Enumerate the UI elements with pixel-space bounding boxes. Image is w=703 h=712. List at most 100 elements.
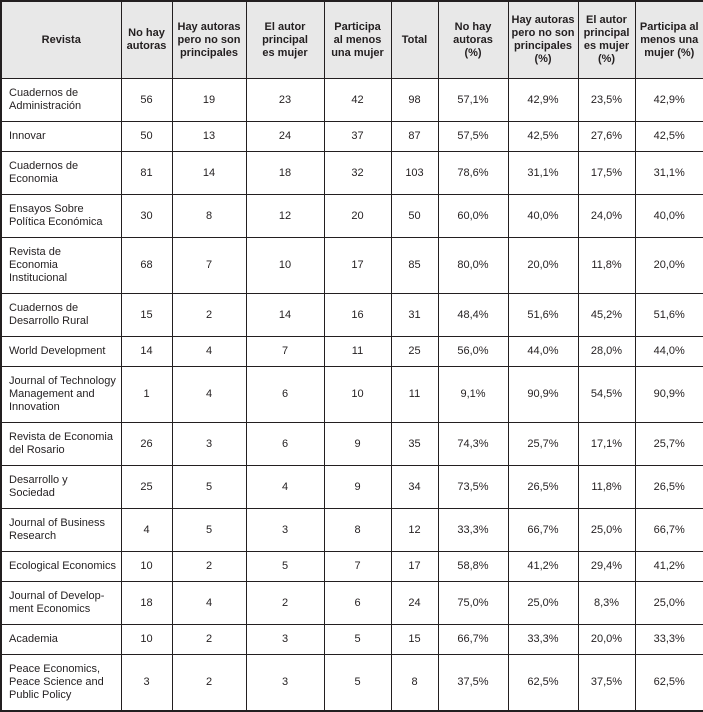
table-row: Peace Economics, Peace Science and Publi…	[0, 654, 703, 712]
value-cell: 50	[390, 194, 439, 238]
value-cell: 57,5%	[437, 121, 509, 152]
value-cell: 25	[120, 465, 173, 509]
header-cell: Participa al menos una mujer (%)	[634, 0, 703, 79]
revista-cell: World Development	[0, 336, 122, 367]
value-cell: 19	[171, 78, 247, 122]
revista-cell: Journal of Develop- ment Economics	[0, 581, 122, 625]
value-cell: 7	[245, 336, 325, 367]
revista-cell: Revista de Economia del Rosario	[0, 422, 122, 466]
table-row: Cuadernos de Economia 81 14 18 32 103 78,6% 31,…	[0, 151, 703, 195]
value-cell: 28,0%	[577, 336, 636, 367]
value-cell: 48,4%	[437, 293, 509, 337]
value-cell: 10	[323, 366, 392, 423]
value-cell: 16	[323, 293, 392, 337]
value-cell: 35	[390, 422, 439, 466]
value-cell: 11	[323, 336, 392, 367]
value-cell: 17,5%	[577, 151, 636, 195]
value-cell: 42,5%	[507, 121, 579, 152]
revista-cell: Innovar	[0, 121, 122, 152]
value-cell: 31,1%	[507, 151, 579, 195]
value-cell: 14	[120, 336, 173, 367]
value-cell: 5	[171, 465, 247, 509]
header-cell: No hay autoras	[120, 0, 173, 79]
value-cell: 32	[323, 151, 392, 195]
value-cell: 8	[390, 654, 439, 712]
value-cell: 103	[390, 151, 439, 195]
value-cell: 17	[323, 237, 392, 294]
table-row: World Development 14 4 7 11 25 56,0% 44,0% 28,0%…	[0, 336, 703, 367]
value-cell: 10	[245, 237, 325, 294]
table-row: Revista de Economia del Rosario 26 3 6 9 35 74…	[0, 422, 703, 466]
table-row: Revista de Economia Institucional 68 7 10 17…	[0, 237, 703, 294]
value-cell: 90,9%	[634, 366, 703, 423]
value-cell: 66,7%	[634, 508, 703, 552]
value-cell: 44,0%	[507, 336, 579, 367]
value-cell: 30	[120, 194, 173, 238]
table-row: Cuadernos de Desarrollo Rural 15 2 14 16 31 48…	[0, 293, 703, 337]
value-cell: 7	[171, 237, 247, 294]
value-cell: 25,0%	[507, 581, 579, 625]
value-cell: 25	[390, 336, 439, 367]
value-cell: 2	[171, 551, 247, 582]
value-cell: 15	[120, 293, 173, 337]
value-cell: 3	[245, 654, 325, 712]
value-cell: 31,1%	[634, 151, 703, 195]
value-cell: 1	[120, 366, 173, 423]
revista-cell: Cuadernos de Economia	[0, 151, 122, 195]
revista-cell: Ensayos Sobre Política Económica	[0, 194, 122, 238]
value-cell: 20	[323, 194, 392, 238]
value-cell: 42	[323, 78, 392, 122]
value-cell: 58,8%	[437, 551, 509, 582]
value-cell: 4	[171, 336, 247, 367]
value-cell: 42,9%	[507, 78, 579, 122]
value-cell: 17	[390, 551, 439, 582]
value-cell: 66,7%	[507, 508, 579, 552]
value-cell: 9	[323, 422, 392, 466]
value-cell: 68	[120, 237, 173, 294]
value-cell: 9,1%	[437, 366, 509, 423]
table-row: Ecological Economics 10 2 5 7 17 58,8% 41,2% 29,…	[0, 551, 703, 582]
value-cell: 54,5%	[577, 366, 636, 423]
value-cell: 10	[120, 624, 173, 655]
value-cell: 3	[245, 624, 325, 655]
value-cell: 66,7%	[437, 624, 509, 655]
value-cell: 20,0%	[634, 237, 703, 294]
value-cell: 26,5%	[507, 465, 579, 509]
header-cell: Hay autoras pero no son principales	[171, 0, 247, 79]
value-cell: 3	[120, 654, 173, 712]
revista-cell: Peace Economics, Peace Science and Publi…	[0, 654, 122, 712]
table-row: Journal of Develop- ment Economics 18 4 2 6 2…	[0, 581, 703, 625]
value-cell: 40,0%	[634, 194, 703, 238]
value-cell: 6	[323, 581, 392, 625]
value-cell: 10	[120, 551, 173, 582]
value-cell: 20,0%	[507, 237, 579, 294]
value-cell: 62,5%	[507, 654, 579, 712]
revista-cell: Cuadernos de Administración	[0, 78, 122, 122]
value-cell: 5	[171, 508, 247, 552]
value-cell: 37	[323, 121, 392, 152]
value-cell: 18	[245, 151, 325, 195]
value-cell: 25,7%	[634, 422, 703, 466]
revista-cell: Desarrollo y Sociedad	[0, 465, 122, 509]
value-cell: 37,5%	[577, 654, 636, 712]
revista-cell: Journal of Business Research	[0, 508, 122, 552]
table-header: Revista No hay autoras Hay autoras pero no…	[0, 0, 703, 79]
value-cell: 41,2%	[507, 551, 579, 582]
value-cell: 78,6%	[437, 151, 509, 195]
revista-cell: Ecological Economics	[0, 551, 122, 582]
value-cell: 15	[390, 624, 439, 655]
value-cell: 23	[245, 78, 325, 122]
value-cell: 34	[390, 465, 439, 509]
value-cell: 8	[171, 194, 247, 238]
value-cell: 2	[171, 293, 247, 337]
header-cell: El autor principal es mujer	[245, 0, 325, 79]
value-cell: 27,6%	[577, 121, 636, 152]
value-cell: 50	[120, 121, 173, 152]
value-cell: 42,9%	[634, 78, 703, 122]
value-cell: 6	[245, 422, 325, 466]
value-cell: 5	[323, 654, 392, 712]
header-cell: No hay autoras (%)	[437, 0, 509, 79]
revista-cell: Cuadernos de Desarrollo Rural	[0, 293, 122, 337]
value-cell: 24,0%	[577, 194, 636, 238]
